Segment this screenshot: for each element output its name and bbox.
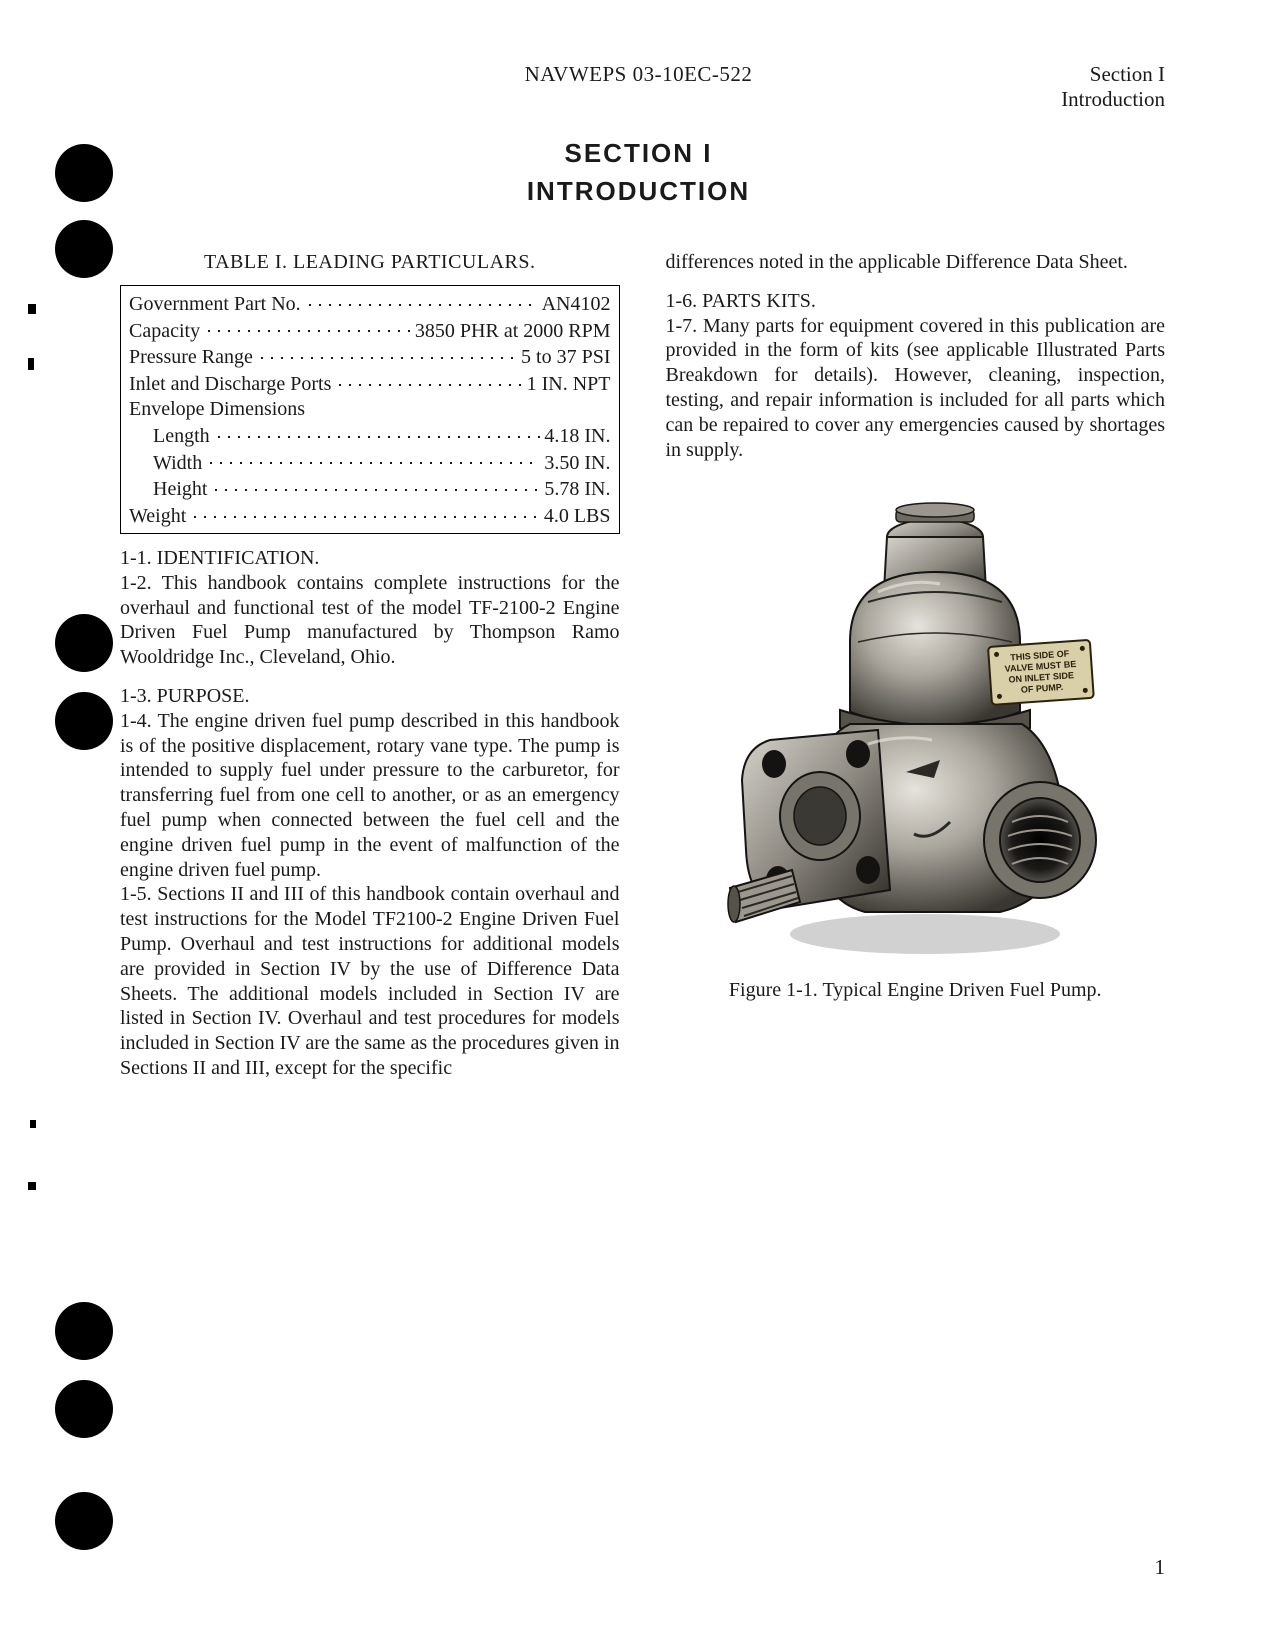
left-column: TABLE I. LEADING PARTICULARS. Government… (120, 250, 620, 1081)
table-row-label: Height (129, 477, 207, 502)
table-row-label: Capacity (129, 319, 200, 344)
table-row: Government Part No. AN4102 (129, 290, 611, 317)
table-row-value: 4.0 LBS (544, 504, 611, 529)
para-1-7: 1-7. Many parts for equipment covered in… (666, 314, 1166, 463)
punch-hole (55, 220, 113, 278)
table-row: Weight 4.0 LBS (129, 502, 611, 529)
fuel-pump-illustration: THIS SIDE OF VALVE MUST BE ON INLET SIDE… (700, 492, 1130, 962)
section-title-line2: INTRODUCTION (0, 173, 1277, 211)
heading-parts-kits: 1-6. PARTS KITS. (666, 289, 1166, 314)
table-row-label: Inlet and Discharge Ports (129, 372, 331, 397)
table-row: Length 4.18 IN. (129, 422, 611, 449)
scan-mark (30, 1120, 36, 1128)
table-row: Inlet and Discharge Ports 1 IN. NPT (129, 370, 611, 397)
section-title-line1: SECTION I (0, 135, 1277, 173)
table-row-label: Weight (129, 504, 186, 529)
table-row-value: 1 IN. NPT (527, 372, 611, 397)
scan-mark (28, 304, 36, 314)
page-number: 1 (1155, 1555, 1166, 1580)
para-continuation: differences noted in the applicable Diff… (666, 250, 1166, 275)
scan-mark (28, 358, 34, 370)
scan-mark (28, 1182, 36, 1190)
para-1-2: 1-2. This handbook contains complete ins… (120, 571, 620, 670)
table-row: Capacity 3850 PHR at 2000 RPM (129, 317, 611, 344)
table-row-value: 3850 PHR at 2000 RPM (415, 319, 611, 344)
table-row-value: 5 to 37 PSI (521, 345, 610, 370)
dot-leader (257, 343, 517, 363)
table-row: Width 3.50 IN. (129, 449, 611, 476)
table-row: Pressure Range 5 to 37 PSI (129, 343, 611, 370)
table-row-value: AN4102 (542, 292, 611, 317)
section-title: SECTION I INTRODUCTION (0, 135, 1277, 210)
table-row: Envelope Dimensions (129, 397, 611, 422)
right-column: differences noted in the applicable Diff… (666, 250, 1166, 1081)
table-row-label: Width (129, 451, 202, 476)
dot-leader (335, 370, 522, 390)
table-row-label: Pressure Range (129, 345, 253, 370)
table-title: TABLE I. LEADING PARTICULARS. (120, 250, 620, 275)
table-row-label: Length (129, 424, 210, 449)
heading-purpose: 1-3. PURPOSE. (120, 684, 620, 709)
page: NAVWEPS 03-10EC-522 Section I Introducti… (0, 0, 1277, 1648)
table-row-label: Envelope Dimensions (129, 397, 305, 422)
table-row: Height 5.78 IN. (129, 475, 611, 502)
dot-leader (190, 502, 540, 522)
dot-leader (211, 475, 540, 495)
figure-caption: Figure 1-1. Typical Engine Driven Fuel P… (666, 978, 1166, 1003)
header-section-sub: Introduction (1061, 87, 1165, 112)
table-row-value: 4.18 IN. (544, 424, 610, 449)
header-section-label: Section I (1061, 62, 1165, 87)
punch-hole (55, 692, 113, 750)
content-columns: TABLE I. LEADING PARTICULARS. Government… (120, 250, 1165, 1081)
header-section: Section I Introduction (1061, 62, 1165, 112)
punch-hole (55, 614, 113, 672)
table-row-value: 5.78 IN. (544, 477, 610, 502)
para-1-5: 1-5. Sections II and III of this handboo… (120, 882, 620, 1080)
dot-leader (305, 290, 538, 310)
table-row-value: 3.50 IN. (544, 451, 610, 476)
dot-leader (206, 449, 540, 469)
para-1-4: 1-4. The engine driven fuel pump describ… (120, 709, 620, 883)
dot-leader (204, 317, 411, 337)
dot-leader (214, 422, 541, 442)
table-row-label: Government Part No. (129, 292, 301, 317)
heading-identification: 1-1. IDENTIFICATION. (120, 546, 620, 571)
punch-hole (55, 1302, 113, 1360)
punch-hole (55, 1492, 113, 1550)
figure-1-1: THIS SIDE OF VALVE MUST BE ON INLET SIDE… (666, 492, 1166, 1003)
punch-hole (55, 1380, 113, 1438)
leading-particulars-table: Government Part No. AN4102 Capacity 3850 PH… (120, 285, 620, 534)
